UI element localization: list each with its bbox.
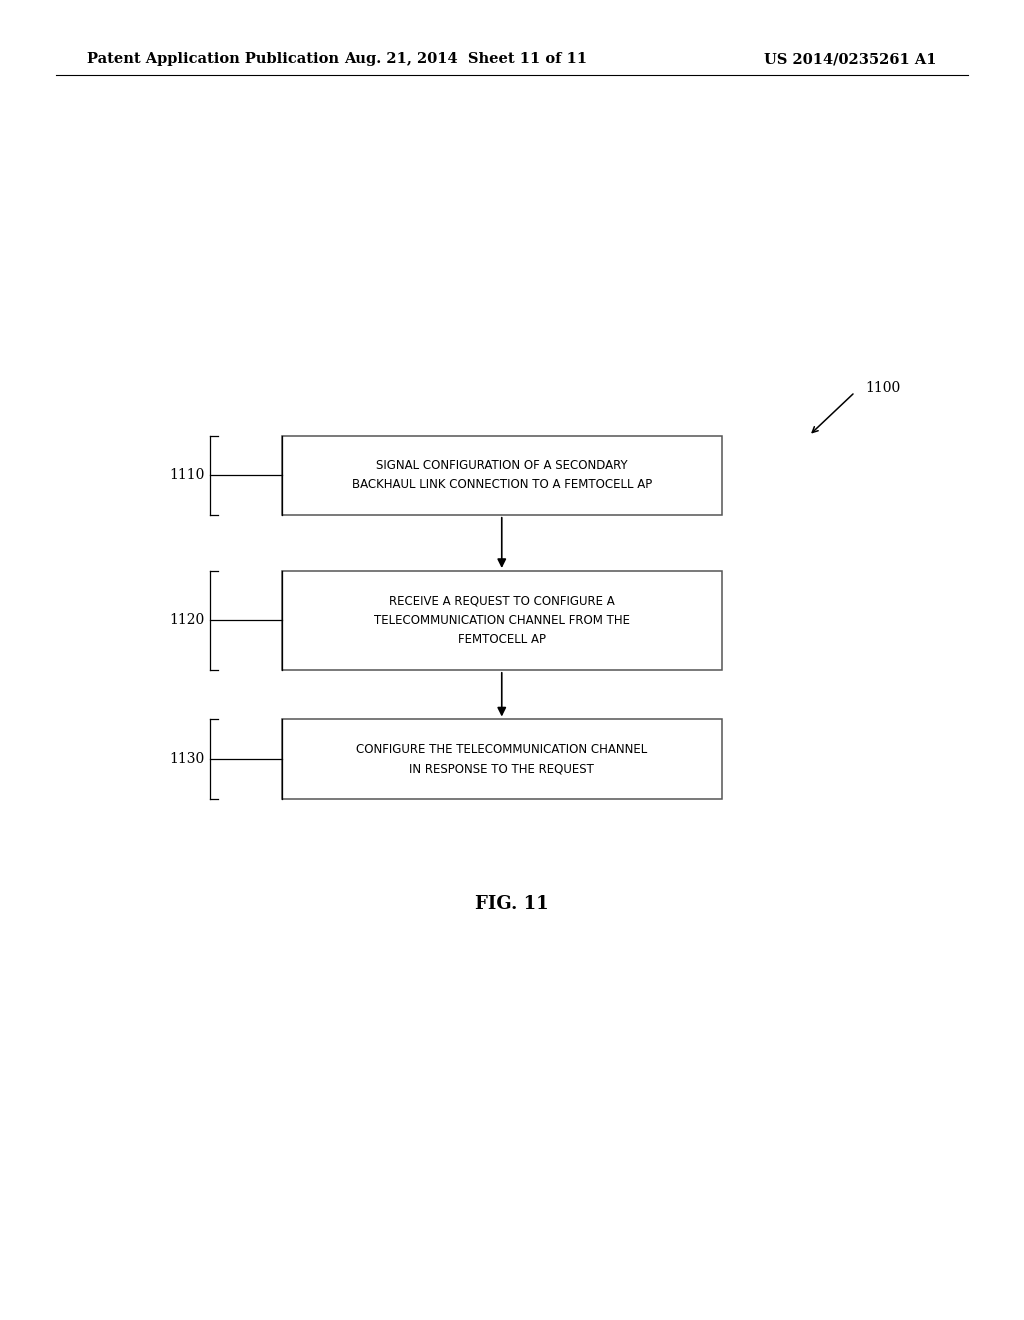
- Text: FIG. 11: FIG. 11: [475, 895, 549, 913]
- Text: 1100: 1100: [865, 381, 900, 395]
- FancyBboxPatch shape: [282, 719, 722, 799]
- Text: 1130: 1130: [170, 752, 205, 766]
- FancyBboxPatch shape: [282, 436, 722, 515]
- Text: CONFIGURE THE TELECOMMUNICATION CHANNEL
IN RESPONSE TO THE REQUEST: CONFIGURE THE TELECOMMUNICATION CHANNEL …: [356, 743, 647, 775]
- Text: Patent Application Publication: Patent Application Publication: [87, 53, 339, 66]
- Text: RECEIVE A REQUEST TO CONFIGURE A
TELECOMMUNICATION CHANNEL FROM THE
FEMTOCELL AP: RECEIVE A REQUEST TO CONFIGURE A TELECOM…: [374, 595, 630, 645]
- Text: SIGNAL CONFIGURATION OF A SECONDARY
BACKHAUL LINK CONNECTION TO A FEMTOCELL AP: SIGNAL CONFIGURATION OF A SECONDARY BACK…: [351, 459, 652, 491]
- Text: Aug. 21, 2014  Sheet 11 of 11: Aug. 21, 2014 Sheet 11 of 11: [344, 53, 588, 66]
- FancyBboxPatch shape: [282, 570, 722, 671]
- Text: 1110: 1110: [169, 469, 205, 482]
- Text: US 2014/0235261 A1: US 2014/0235261 A1: [765, 53, 937, 66]
- Text: 1120: 1120: [170, 614, 205, 627]
